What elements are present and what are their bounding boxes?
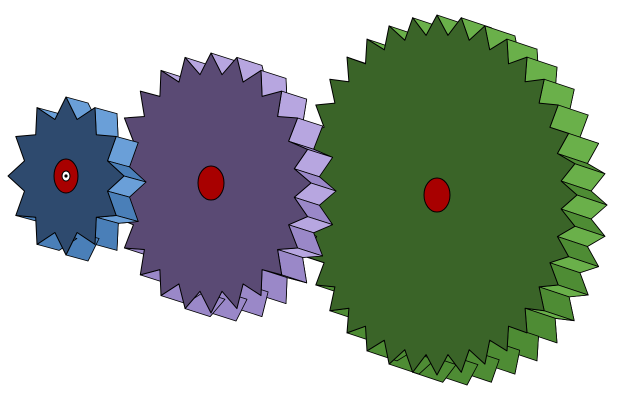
- large-gear-axle-hole: [423, 177, 451, 213]
- small-gear: [7, 96, 147, 262]
- medium-gear: [110, 52, 337, 322]
- small-gear-tooth-side: [94, 216, 119, 251]
- small-gear-center-pin-dot: [64, 174, 68, 178]
- large-gear: [296, 14, 608, 386]
- medium-gear-axle-hole: [197, 165, 225, 201]
